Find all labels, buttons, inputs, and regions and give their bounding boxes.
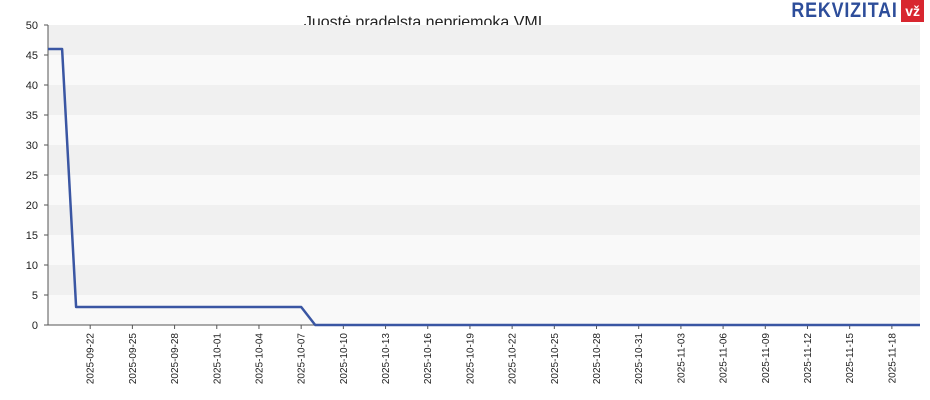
grid-band [48,55,920,85]
x-tick-label: 2025-11-12 [803,333,814,384]
logo-badge: vž [901,0,924,22]
y-tick-label: 5 [32,290,38,302]
x-tick-label: 2025-11-09 [761,333,772,384]
rekvizitai-logo[interactable]: REKVIZITAI vž [772,0,924,22]
series-layer [47,47,921,327]
series-line [48,47,920,327]
x-tick-label: 2025-09-25 [128,333,139,385]
x-tick-label: 2025-10-10 [339,333,350,385]
y-tick-label: 15 [26,230,38,242]
logo-wordmark: REKVIZITAI [791,0,898,22]
x-tick-label: 2025-10-01 [212,333,223,385]
y-tick-label: 35 [26,110,38,122]
x-tick-label: 2025-10-19 [465,333,476,385]
y-tick-label: 20 [26,200,38,212]
x-tick-label: 2025-11-03 [676,333,687,384]
y-tick-label: 25 [26,170,38,182]
grid-band [48,205,920,235]
x-tick-label: 2025-11-18 [887,333,898,384]
x-tick-label: 2025-10-07 [297,333,308,385]
x-tick-label: 2025-10-22 [508,333,519,385]
x-tick-label: 2025-11-06 [719,333,730,384]
grid-band [48,85,920,115]
x-tick-label: 2025-10-28 [592,333,603,385]
x-tick-label: 2025-09-22 [86,333,97,385]
y-tick-label: 50 [26,20,38,32]
grid-bands [48,25,920,325]
y-tick-label: 40 [26,80,38,92]
x-tick-label: 2025-09-28 [170,333,181,385]
x-tick-label: 2025-10-04 [254,333,265,385]
x-tick-label: 2025-10-25 [550,333,561,385]
y-tick-label: 0 [32,320,38,332]
grid-band [48,295,920,325]
x-tick-labels: 2025-09-22 2025-09-25 2025-09-28 2025-10-01… [86,325,898,385]
y-tick-label: 45 [26,50,38,62]
y-tick-labels: 0 5 10 15 20 25 30 35 40 45 50 [26,20,48,332]
y-tick-label: 30 [26,140,38,152]
grid-band [48,115,920,145]
grid-band [48,25,920,55]
y-tick-label: 10 [26,260,38,272]
grid-band [48,265,920,295]
grid-band [48,235,920,265]
grid-band [48,175,920,205]
grid-band [48,145,920,175]
x-tick-label: 2025-10-13 [381,333,392,385]
x-tick-label: 2025-11-15 [845,333,856,384]
x-tick-label: 2025-10-31 [634,333,645,385]
x-tick-label: 2025-10-16 [423,333,434,385]
